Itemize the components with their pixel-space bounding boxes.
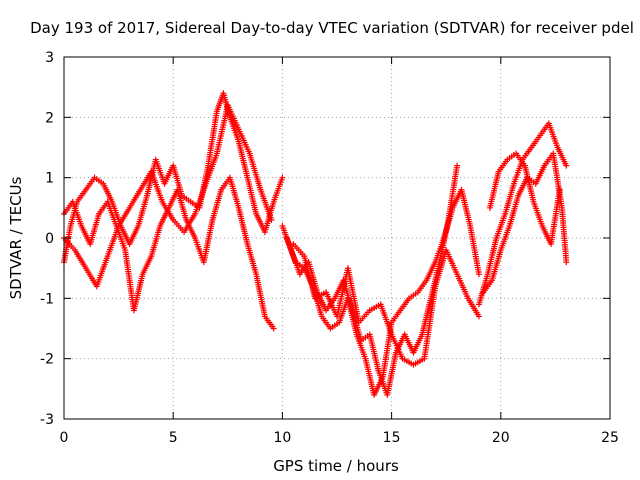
data-point — [475, 313, 482, 320]
data-point — [454, 162, 461, 169]
y-tick-label: 0 — [45, 231, 54, 247]
grid — [64, 57, 610, 419]
x-tick-label: 0 — [60, 430, 69, 446]
y-tick-label: 2 — [45, 110, 54, 126]
data-point — [563, 162, 570, 169]
series-track-4 — [279, 162, 461, 398]
series-track-8 — [480, 150, 570, 296]
x-tick-label: 5 — [169, 430, 178, 446]
x-tick-label: 15 — [383, 430, 401, 446]
data-point — [475, 271, 482, 278]
y-tick-label: -3 — [40, 412, 54, 428]
y-tick-label: 3 — [45, 50, 54, 66]
tick-labels: 0 5 10 15 20 25 -3 -2 -1 0 1 2 3 — [40, 50, 619, 446]
y-tick-label: -1 — [40, 291, 54, 307]
series-track-3 — [61, 102, 275, 290]
data-point — [279, 174, 286, 181]
data-point — [270, 325, 277, 332]
x-tick-label: 25 — [601, 430, 619, 446]
data-point — [268, 216, 275, 223]
y-tick-label: -2 — [40, 352, 54, 368]
y-tick-label: 1 — [45, 171, 54, 187]
data-point — [556, 186, 563, 193]
series-track-7 — [475, 120, 570, 308]
x-axis-label: GPS time / hours — [273, 457, 399, 475]
data-points — [61, 90, 570, 398]
series-track-2 — [61, 174, 277, 332]
axis-ticks — [63, 56, 611, 420]
x-tick-label: 10 — [273, 430, 291, 446]
series-track-9 — [486, 150, 563, 248]
x-tick-label: 20 — [492, 430, 510, 446]
series-track-6 — [290, 241, 482, 368]
data-point — [563, 259, 570, 266]
y-axis-label: SDTVAR / TECUs — [7, 176, 25, 299]
series-track-5 — [283, 186, 482, 398]
chart-title: Day 193 of 2017, Sidereal Day-to-day VTE… — [30, 19, 634, 37]
